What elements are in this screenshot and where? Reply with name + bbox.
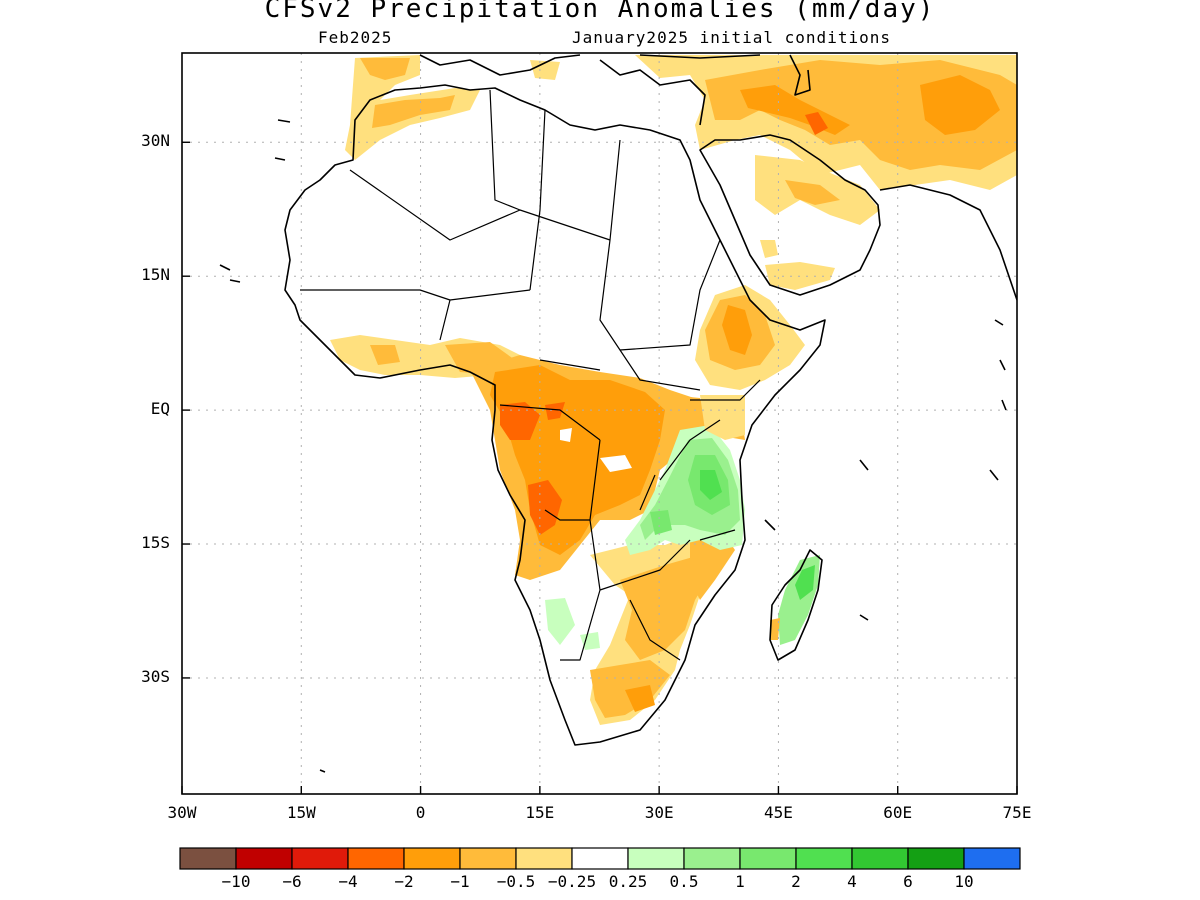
legend-label: −0.25 [547,872,597,891]
anomaly-area-drc-white [600,455,632,472]
anomaly-area-congo-hotspot [545,402,565,420]
legend-swatch [403,847,461,870]
anomaly-area-arabia-orange [785,180,840,205]
legend-swatch [851,847,909,870]
legend-swatch [739,847,797,870]
legend-label: 4 [847,872,857,891]
legend-swatch [627,847,685,870]
x-tick-label: 30E [644,803,674,822]
anomaly-area-algeria-coast [372,95,455,128]
anomaly-area-botswana-green [580,632,600,650]
legend-swatch [907,847,965,870]
africa-coastline [284,84,826,746]
madagascar-coastline [769,549,823,661]
gridlines [182,53,1017,794]
anomaly-area-kenya-dry [700,395,745,440]
legend-label: 10 [954,872,974,891]
legend-label: 2 [791,872,801,891]
legend-swatch [179,847,237,870]
chart-title: CFSv2 Precipitation Anomalies (mm/day) [264,0,936,24]
y-tick-label: 30N [141,131,170,151]
legend-label: 0.25 [608,872,648,891]
anomaly-area-ghana [370,345,400,365]
legend-swatch [963,847,1021,870]
anomaly-area-tanzania-green [650,510,672,535]
asia-coastline [879,184,1017,301]
legend-swatch [235,847,293,870]
legend-label: 6 [903,872,913,891]
x-tick-label: 15W [286,803,316,822]
anomaly-area-east-africa-green-peak [700,470,722,500]
valid-month-label: Feb2025 [318,28,393,47]
legend-label: 0.5 [669,872,699,891]
legend-swatch [515,847,573,870]
anomaly-area-mozambique [690,535,735,600]
anomaly-area-namibia-green [545,598,575,645]
arabian-peninsula-coastline [699,134,881,296]
anomaly-area-madagascar-dry [770,618,780,640]
x-tick-label: 75E [1002,803,1032,822]
legend-swatch [683,847,741,870]
europe-coastline [419,54,761,126]
anomaly-area-lesotho [625,685,655,712]
country-borders [300,89,761,661]
legend-label: −0.5 [496,872,536,891]
y-tick-label: 15N [141,265,170,285]
y-tick-label: 30S [141,666,170,686]
anomaly-area-congo-white [560,428,572,442]
anomaly-area-east-med [530,60,560,80]
x-tick-label: 60E [883,803,913,822]
legend-label: −10 [221,872,251,891]
anomaly-area-morocco [360,58,410,80]
x-tick-label: 30W [167,803,197,822]
anomaly-area-iraq-hotspot [805,112,828,135]
coastlines [219,54,1017,773]
legend-swatch [795,847,853,870]
legend-swatch [291,847,349,870]
anomaly-shading [330,55,1017,725]
anomaly-area-madagascar-green-core [795,565,815,600]
anomaly-area-uganda-dry [665,395,700,428]
legend-swatch [459,847,517,870]
legend-colorbar [179,847,1021,870]
map-frame [181,52,1018,795]
x-tick-label: 45E [763,803,793,822]
anomaly-area-afghanistan [920,75,1000,135]
legend-label: −4 [338,872,358,891]
x-tick-label: 15E [525,803,555,822]
y-tick-label: EQ [150,399,170,419]
legend-label: −1 [450,872,470,891]
init-conditions-label: January2025 initial conditions [572,28,891,47]
anomaly-area-ethiopia-dark [722,305,752,355]
anomaly-area-angola-hotspot [528,480,562,535]
legend-swatch [571,847,629,870]
tick-marks [181,141,1018,794]
y-tick-label: 15S [141,533,170,553]
legend-label: −6 [282,872,302,891]
legend-label: −2 [394,872,414,891]
anomaly-area-zimbabwe [620,555,710,660]
caspian-coastline [789,54,811,96]
anomaly-area-gabon-hotspot [500,402,540,440]
x-tick-label: 0 [415,803,426,822]
islands [219,119,1007,773]
legend-label: 1 [735,872,745,891]
legend-swatch [347,847,405,870]
anomaly-area-red-sea [760,240,778,258]
